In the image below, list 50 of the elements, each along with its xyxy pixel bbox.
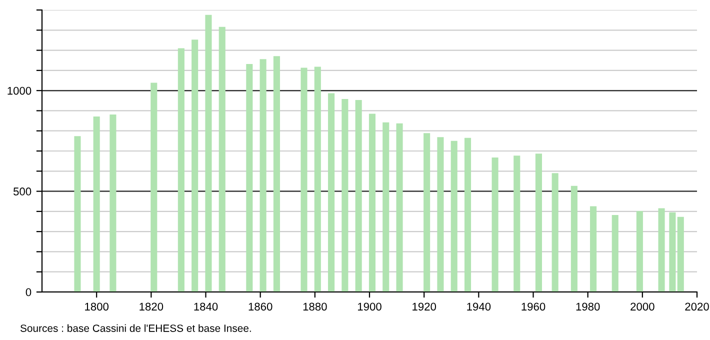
bar <box>93 116 100 292</box>
bar <box>658 208 665 292</box>
bar <box>342 99 348 292</box>
y-tick-label: 0 <box>26 288 32 296</box>
x-tick-label: 1900 <box>358 302 382 311</box>
source-note: Sources : base Cassini de l'EHESS et base Insee. <box>20 324 251 332</box>
bar <box>300 68 308 292</box>
bar <box>110 114 116 292</box>
bar <box>382 122 390 292</box>
x-tick-label: 1840 <box>194 302 218 311</box>
bar <box>246 64 253 292</box>
x-tick-label: 1880 <box>303 302 327 311</box>
bar <box>612 215 618 292</box>
bar <box>192 40 198 292</box>
bar <box>218 26 226 292</box>
bar <box>590 206 597 292</box>
bar <box>535 154 542 292</box>
bar <box>260 59 266 292</box>
x-tick-label: 1820 <box>140 302 164 311</box>
x-tick-label: 2020 <box>685 302 709 311</box>
bar <box>328 93 335 292</box>
bar <box>450 140 458 292</box>
x-tick-label: 2000 <box>630 302 654 311</box>
bar <box>437 137 444 292</box>
bar <box>178 48 184 292</box>
bar <box>570 186 578 292</box>
bar <box>396 123 403 292</box>
bar <box>74 136 81 292</box>
bar <box>273 56 280 292</box>
x-tick-label: 1980 <box>576 302 600 311</box>
x-tick-label: 1940 <box>467 302 491 311</box>
bar <box>355 100 362 292</box>
bar <box>492 157 498 292</box>
x-tick-label: 1960 <box>522 302 546 311</box>
bar <box>514 156 520 292</box>
x-tick-label: 1920 <box>412 302 436 311</box>
bar <box>669 212 676 292</box>
y-tick-label: 1000 <box>8 86 32 95</box>
y-tick-label: 500 <box>13 188 32 196</box>
bar <box>314 66 321 292</box>
bar <box>205 14 212 292</box>
bar <box>368 114 376 292</box>
x-tick-label: 1800 <box>85 302 109 311</box>
bar <box>636 211 643 292</box>
bar <box>677 216 684 292</box>
bar <box>424 133 430 292</box>
bar <box>464 138 472 292</box>
x-tick-label: 1860 <box>248 302 272 311</box>
bar <box>552 173 558 292</box>
bar <box>150 82 158 292</box>
